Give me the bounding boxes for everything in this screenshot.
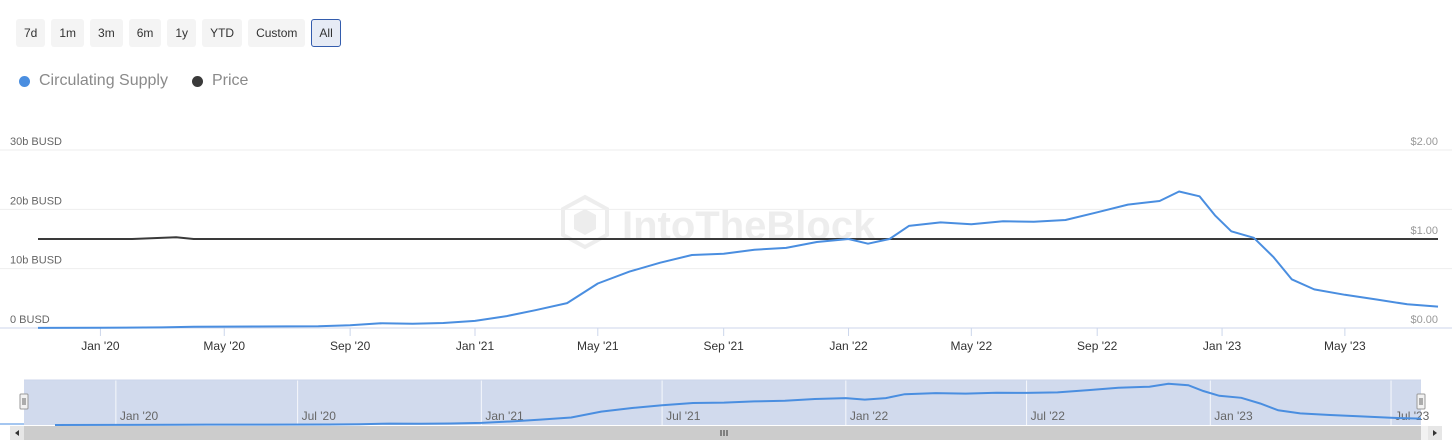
x-tick-label: Jan '21 (456, 339, 495, 353)
x-tick-label: May '21 (577, 339, 619, 353)
x-tick-label: May '22 (951, 339, 993, 353)
range-button-6m[interactable]: 6m (128, 19, 162, 47)
navigator-tick-label: Jan '21 (485, 409, 524, 423)
navigator-tick-label: Jan '22 (850, 409, 889, 423)
y-right-tick-label: $1.00 (1410, 225, 1438, 237)
legend-item-circulating-supply[interactable]: Circulating Supply (19, 72, 168, 90)
navigator-tick-label: Jul '23 (1395, 409, 1430, 423)
x-axis: Jan '20 May '20 Sep '20 Jan '21 May '21 Sep '… (81, 328, 1366, 353)
legend-marker-price (191, 75, 203, 87)
y-left-tick-label: 20b BUSD (10, 195, 62, 207)
range-button-3m[interactable]: 3m (90, 19, 123, 47)
navigator-tick-label: Jan '20 (120, 409, 159, 423)
arrow-right-icon (1433, 430, 1437, 436)
series-lines (37, 190, 1439, 329)
x-tick-label: Jan '23 (1203, 339, 1242, 353)
navigator-tick-label: Jul '20 (302, 409, 337, 423)
price-line (38, 236, 1438, 240)
range-button-ytd[interactable]: YTD (202, 19, 243, 47)
x-tick-label: Jan '20 (81, 339, 120, 353)
legend-marker-supply (19, 75, 30, 87)
navigator-tick-label: Jul '22 (1031, 409, 1066, 423)
y-axis-left: 0 BUSD 10b BUSD 20b BUSD 30b BUSD (10, 136, 62, 326)
navigator-tick-label: Jan '23 (1214, 409, 1253, 423)
range-button-custom[interactable]: Custom (248, 19, 306, 47)
y-left-tick-label: 30b BUSD (10, 136, 62, 148)
x-tick-label: Sep '21 (704, 339, 745, 353)
x-tick-label: Sep '22 (1077, 339, 1118, 353)
x-tick-label: May '20 (203, 339, 245, 353)
x-tick-label: Sep '20 (330, 339, 371, 353)
y-left-tick-label: 0 BUSD (10, 314, 50, 326)
chart-legend: Circulating Supply Price (19, 72, 248, 90)
legend-label-price: Price (211, 72, 249, 89)
watermark-text: IntoTheBlock (622, 204, 876, 248)
range-button-7d[interactable]: 7d (16, 19, 46, 47)
handle-body (19, 393, 29, 410)
legend-item-price[interactable]: Price (191, 72, 249, 90)
range-button-all[interactable]: All (311, 19, 341, 47)
y-axis-right: $0.00 $1.00 $2.00 (1410, 136, 1438, 326)
range-selector: 7d 1m 3m 6m 1y YTD Custom All (16, 19, 341, 47)
y-right-tick-label: $0.00 (1410, 314, 1438, 326)
legend-label-supply: Circulating Supply (39, 72, 168, 89)
handle-body (1416, 393, 1426, 410)
x-tick-label: Jan '22 (829, 339, 868, 353)
navigator-series-line (54, 382, 1422, 426)
navigator[interactable]: Jan '20 Jul '20 Jan '21 Jul '21 Jan '22 Jul '… (0, 379, 1442, 440)
range-button-1m[interactable]: 1m (51, 19, 85, 47)
arrow-left-icon (15, 430, 19, 436)
navigator-tick-label: Jul '21 (666, 409, 701, 423)
x-tick-label: May '23 (1324, 339, 1366, 353)
y-left-tick-label: 10b BUSD (10, 255, 62, 267)
y-right-tick-label: $2.00 (1410, 136, 1438, 148)
scrollbar-thumb[interactable] (24, 426, 1421, 440)
scrollbar[interactable] (10, 426, 1442, 440)
range-button-1y[interactable]: 1y (167, 19, 197, 47)
navigator-handle-left[interactable] (19, 393, 29, 410)
circulating-supply-line (37, 190, 1439, 329)
navigator-handle-right[interactable] (1416, 393, 1426, 410)
